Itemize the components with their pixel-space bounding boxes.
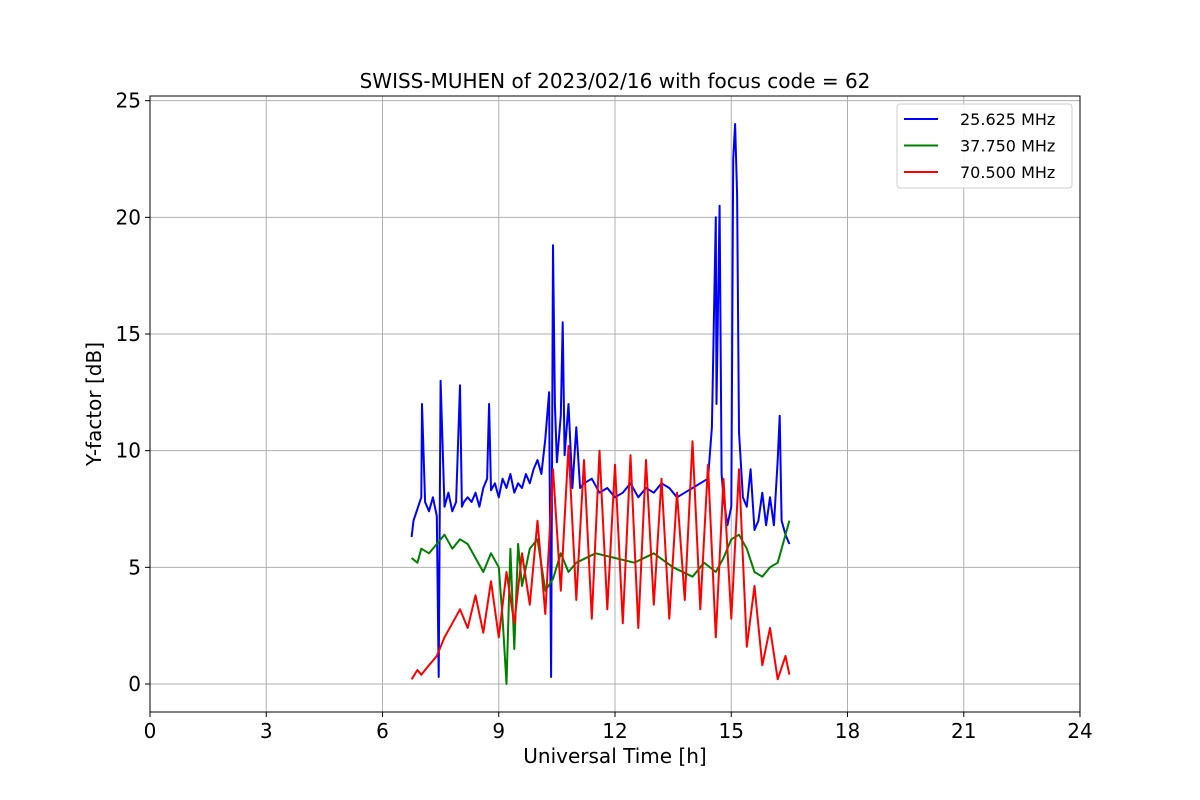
y-tick-label: 15 xyxy=(116,322,141,346)
legend-label: 25.625 MHz xyxy=(960,110,1055,129)
axis-ticks: 0 3 6 9 12 15 18 21 24 0 5 10 15 20 25 xyxy=(116,89,1093,743)
series-line-0 xyxy=(410,123,791,678)
x-tick-label: 18 xyxy=(835,719,860,743)
x-tick-label: 15 xyxy=(719,719,744,743)
series-line-1 xyxy=(410,520,791,685)
x-tick-label: 0 xyxy=(144,719,157,743)
x-axis-label: Universal Time [h] xyxy=(523,744,706,768)
legend-label: 37.750 MHz xyxy=(960,137,1055,156)
y-tick-label: 10 xyxy=(116,439,141,463)
x-tick-label: 3 xyxy=(260,719,273,743)
y-tick-label: 0 xyxy=(128,672,141,696)
legend-box xyxy=(896,103,1073,189)
y-tick-label: 25 xyxy=(116,89,141,113)
chart-title: SWISS-MUHEN of 2023/02/16 with focus cod… xyxy=(360,69,871,93)
y-tick-label: 20 xyxy=(116,205,141,229)
y-tick-label: 5 xyxy=(128,555,141,579)
x-tick-label: 6 xyxy=(376,719,389,743)
series-line-2 xyxy=(410,440,791,681)
x-tick-label: 9 xyxy=(492,719,505,743)
legend-label: 70.500 MHz xyxy=(960,163,1055,182)
plot-area xyxy=(410,123,791,685)
y-axis-label: Y-factor [dB] xyxy=(82,342,106,467)
legend: 25.625 MHz 37.750 MHz 70.500 MHz xyxy=(896,103,1073,189)
x-tick-label: 21 xyxy=(951,719,976,743)
x-tick-label: 12 xyxy=(602,719,627,743)
x-tick-label: 24 xyxy=(1067,719,1092,743)
